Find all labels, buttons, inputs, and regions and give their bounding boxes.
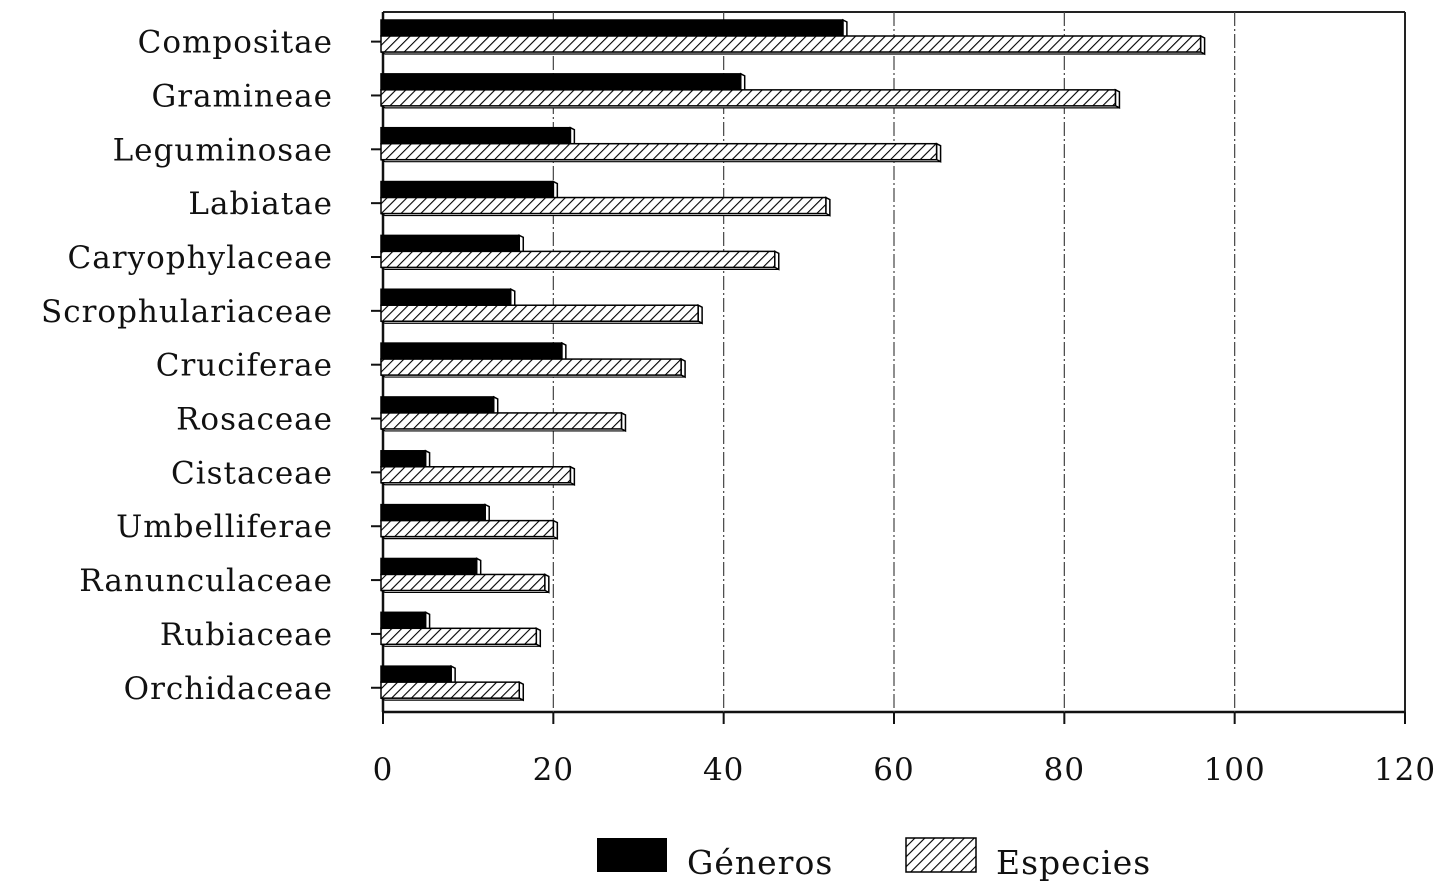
bar-especies-scrophulariaceae bbox=[380, 304, 699, 322]
bar-especies-cistaceae bbox=[380, 466, 572, 484]
category-label-caryophylaceae: Caryophylaceae bbox=[68, 240, 333, 276]
bar-especies-ranunculaceae bbox=[380, 573, 546, 592]
category-label-orchidaceae: Orchidaceae bbox=[124, 671, 333, 707]
bar-especies-gramineae bbox=[380, 89, 1117, 107]
bar-especies-cruciferae bbox=[380, 358, 682, 376]
x-tick-label-40: 40 bbox=[703, 752, 744, 788]
category-label-cruciferae: Cruciferae bbox=[156, 348, 333, 384]
bars-group bbox=[380, 18, 1206, 702]
bar-especies-caryophylaceae bbox=[380, 250, 776, 269]
bar-generos-scrophulariaceae bbox=[380, 288, 512, 306]
x-tick-label-100: 100 bbox=[1204, 752, 1266, 788]
category-label-rosaceae: Rosaceae bbox=[176, 402, 333, 438]
category-label-cistaceae: Cistaceae bbox=[171, 455, 333, 491]
x-tick-label-60: 60 bbox=[873, 752, 914, 788]
bar-generos-caryophylaceae bbox=[380, 234, 521, 253]
category-label-ranunculaceae: Ranunculaceae bbox=[79, 563, 333, 599]
category-label-rubiaceae: Rubiaceae bbox=[160, 617, 333, 653]
category-label-gramineae: Gramineae bbox=[151, 78, 333, 114]
bar-especies-labiatae bbox=[380, 196, 827, 215]
category-labels: Compositae Gramineae Leguminosae Labiatae Ca… bbox=[41, 25, 333, 707]
category-label-leguminosae: Leguminosae bbox=[113, 132, 333, 168]
bar-generos-gramineae bbox=[380, 73, 742, 91]
gridlines bbox=[552, 12, 1236, 712]
bar-generos-labiatae bbox=[380, 180, 555, 199]
bar-especies-rosaceae bbox=[380, 412, 623, 430]
category-label-scrophulariaceae: Scrophulariaceae bbox=[41, 294, 333, 330]
category-label-compositae: Compositae bbox=[138, 25, 333, 61]
x-tick-label-120: 120 bbox=[1374, 752, 1436, 788]
bar-generos-leguminosae bbox=[380, 126, 572, 145]
bar-generos-umbelliferae bbox=[380, 503, 486, 522]
legend-swatch-generos bbox=[597, 838, 667, 872]
bar-especies-rubiaceae bbox=[380, 627, 538, 646]
bar-generos-ranunculaceae bbox=[380, 557, 478, 576]
category-label-umbelliferae: Umbelliferae bbox=[116, 509, 333, 545]
x-tick-label-80: 80 bbox=[1044, 752, 1085, 788]
bar-especies-orchidaceae bbox=[380, 681, 521, 699]
category-label-labiatae: Labiatae bbox=[188, 186, 333, 222]
x-tick-label-20: 20 bbox=[533, 752, 574, 788]
bar-especies-umbelliferae bbox=[380, 519, 555, 538]
bar-especies-leguminosae bbox=[380, 142, 938, 161]
legend-label-especies: Especies bbox=[996, 843, 1151, 882]
bar-generos-rubiaceae bbox=[380, 611, 427, 630]
legend: Géneros Especies bbox=[597, 837, 1151, 882]
bar-generos-compositae bbox=[380, 19, 844, 37]
x-tick-label-0: 0 bbox=[373, 752, 394, 788]
legend-swatch-especies bbox=[905, 837, 977, 873]
bar-generos-cruciferae bbox=[380, 342, 563, 360]
bar-generos-cistaceae bbox=[380, 450, 427, 468]
bar-especies-compositae bbox=[380, 35, 1202, 53]
bar-generos-rosaceae bbox=[380, 396, 495, 414]
x-axis-ticks: 0 20 40 60 80 100 120 bbox=[373, 712, 1436, 788]
legend-label-generos: Géneros bbox=[687, 843, 833, 882]
bar-generos-orchidaceae bbox=[380, 665, 452, 683]
